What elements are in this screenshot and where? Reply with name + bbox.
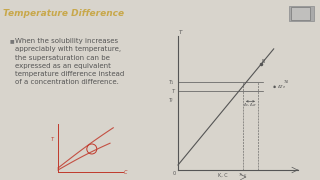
Text: K, C: K, C <box>218 173 228 178</box>
Text: T: T <box>179 30 182 35</box>
Text: $T_1$: $T_1$ <box>168 78 175 87</box>
Text: B: B <box>261 59 265 64</box>
Text: 0: 0 <box>173 171 176 176</box>
Text: $T_r, c$: $T_r, c$ <box>238 171 248 179</box>
Text: $T_f$: $T_f$ <box>168 96 175 105</box>
Text: $\Delta c, \Delta\sigma$: $\Delta c, \Delta\sigma$ <box>244 101 258 108</box>
Text: Temperature Difference: Temperature Difference <box>3 9 124 18</box>
Text: $T$: $T$ <box>171 87 176 95</box>
Bar <box>291 7 310 20</box>
Bar <box>289 6 314 21</box>
Text: ■: ■ <box>10 38 15 43</box>
Text: $T_A$: $T_A$ <box>283 79 289 86</box>
Text: C: C <box>124 170 127 175</box>
Text: When the solubility increases
appreciably with temperature,
the supersaturation : When the solubility increases appreciabl… <box>15 38 124 85</box>
Text: $\Delta T_\sigma$: $\Delta T_\sigma$ <box>276 83 286 91</box>
Text: T: T <box>51 137 54 142</box>
